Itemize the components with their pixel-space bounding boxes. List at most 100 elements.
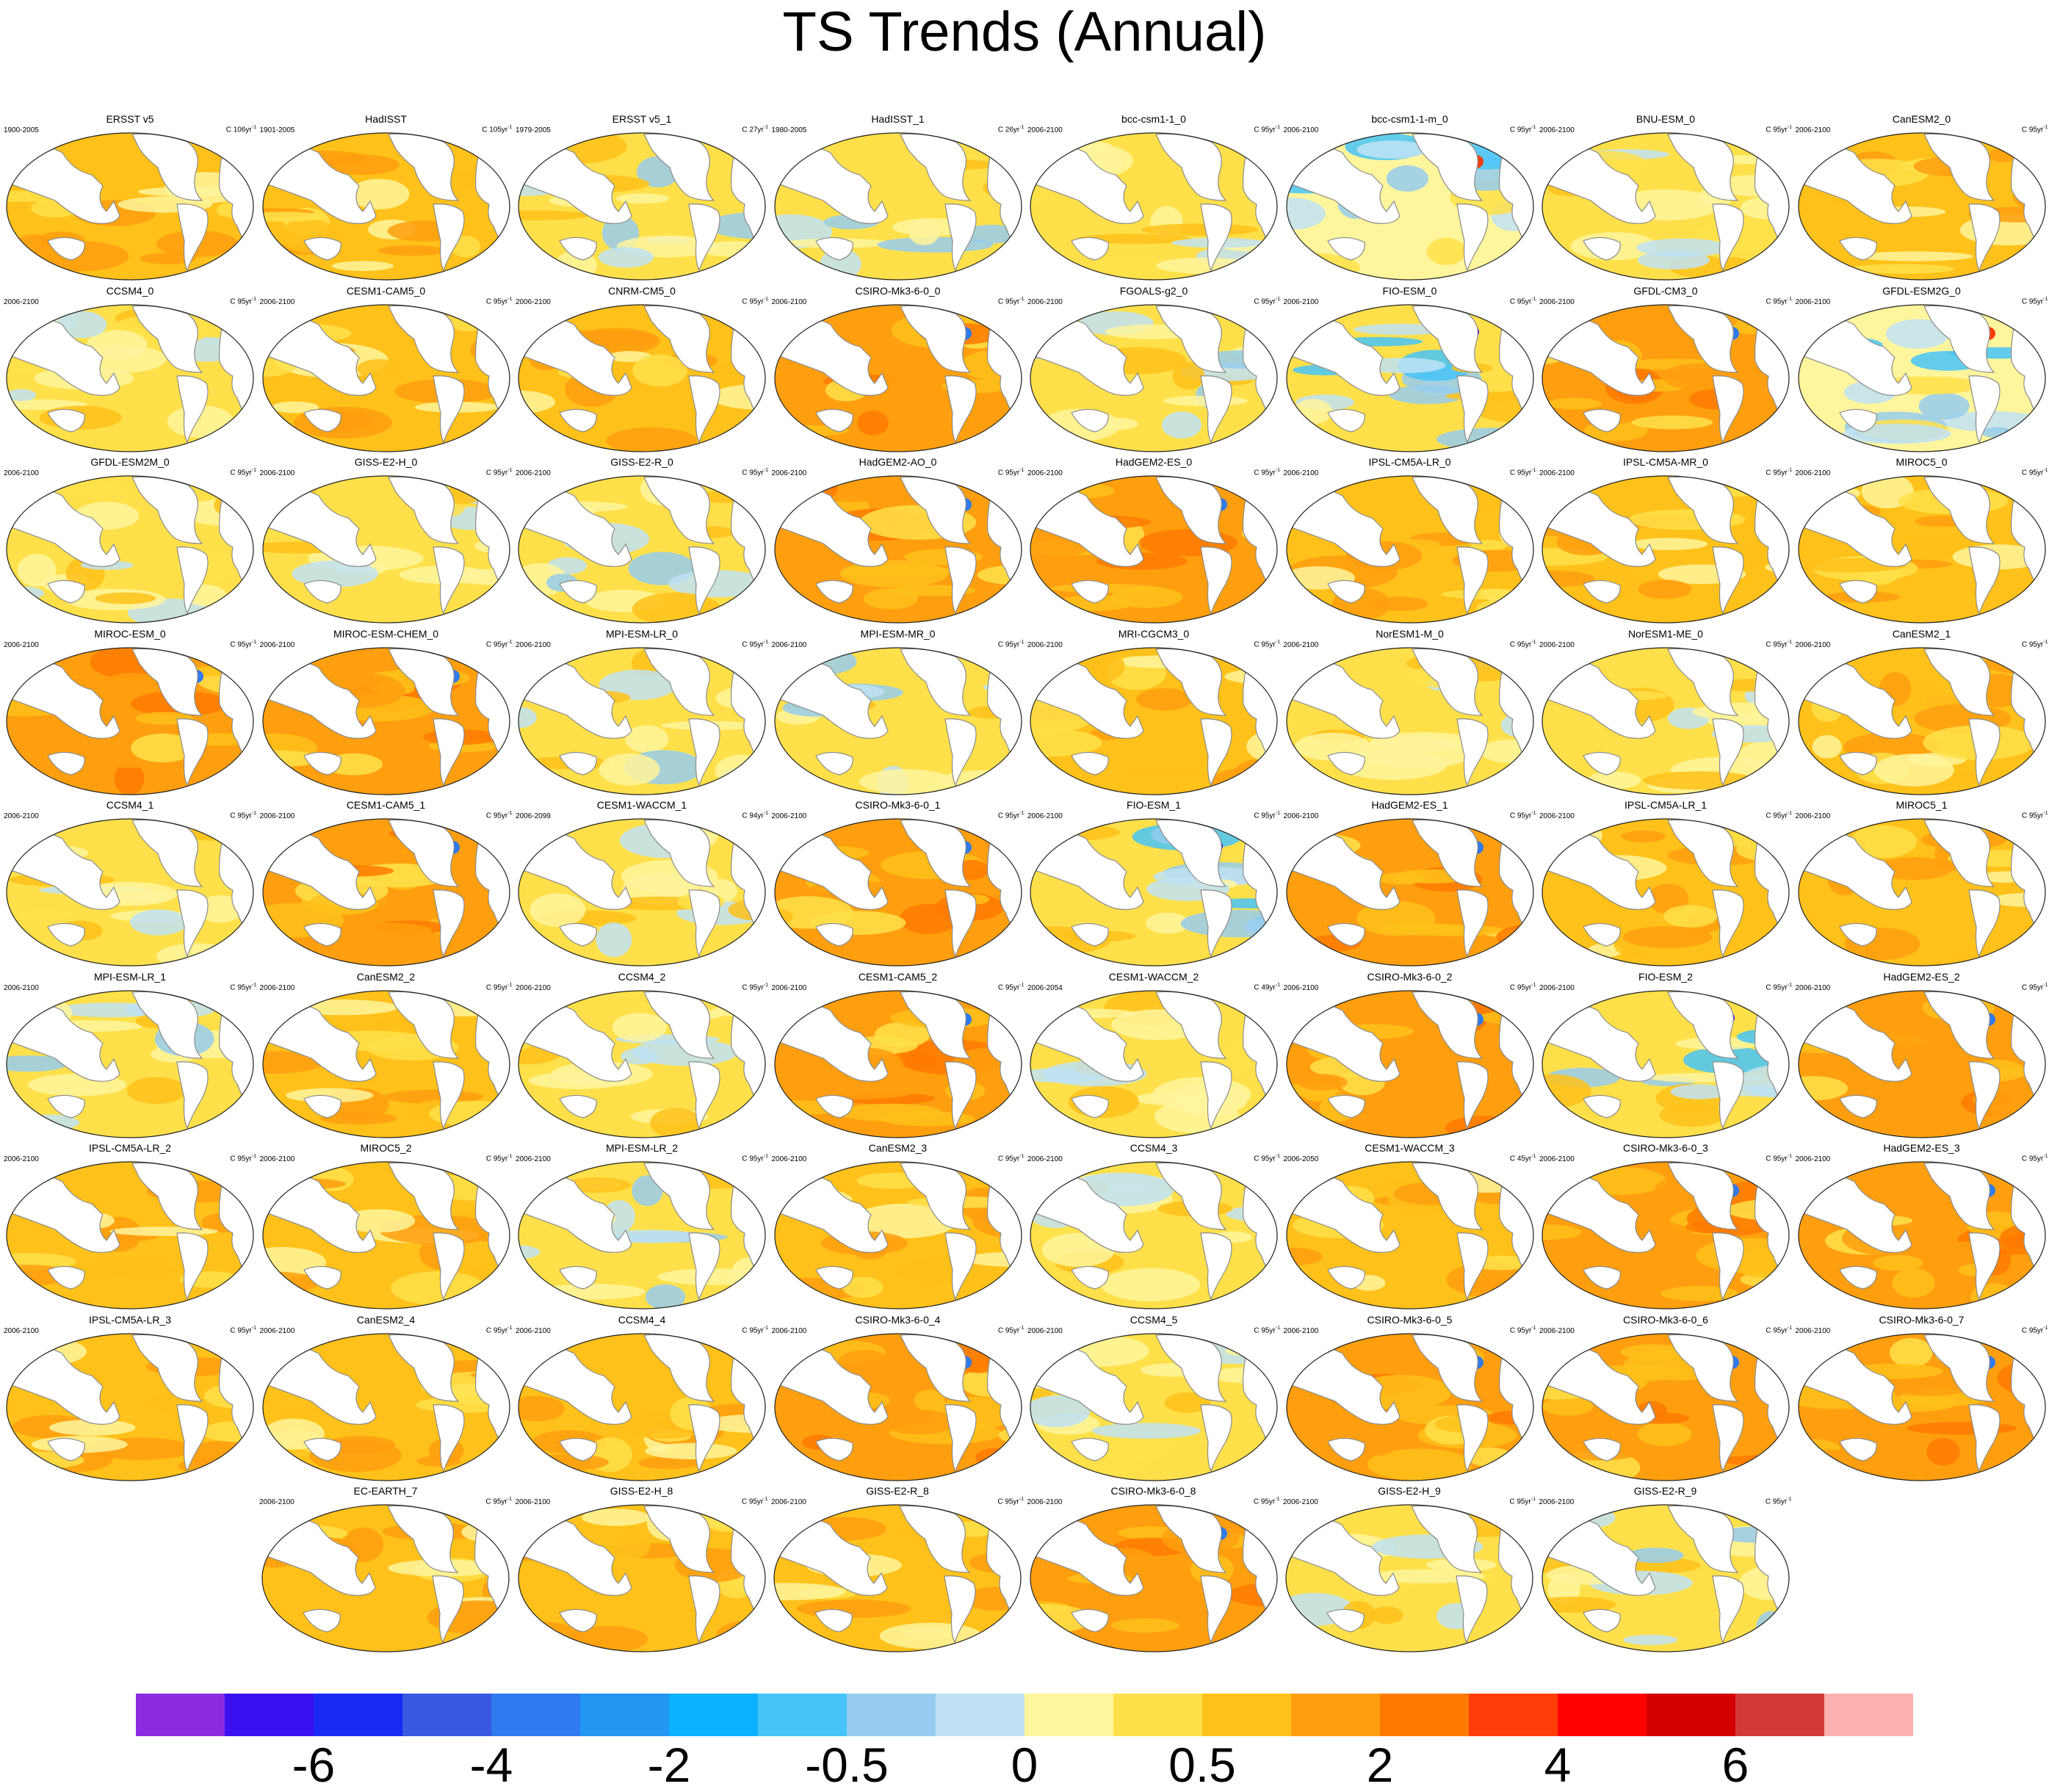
panel-units-exponent: -1 (1276, 811, 1280, 816)
map-globe (4, 303, 256, 454)
panel-units-exponent: -1 (252, 297, 256, 302)
trend-patch (18, 554, 57, 587)
panel-title: HadGEM2-ES_1 (1282, 799, 1538, 811)
trend-patch (599, 247, 654, 267)
map-globe (1027, 817, 1280, 968)
trend-patch (1638, 251, 1710, 270)
colorbar-swatch (1202, 1694, 1292, 1736)
map-globe (4, 1332, 256, 1483)
panel-units-exponent: -1 (1531, 125, 1536, 130)
panel-units-exponent: -1 (507, 811, 512, 816)
map-globe (771, 1503, 1024, 1654)
map-globe (1539, 131, 1792, 282)
panel-units-exponent: -1 (2043, 1326, 2048, 1331)
panel-title: GFDL-ESM2M_0 (2, 456, 258, 468)
trend-patch (260, 991, 287, 1017)
trend-patch (994, 142, 1024, 162)
panel-units-exponent: -1 (1275, 1497, 1279, 1502)
ocean-field (260, 303, 513, 454)
panel-title: IPSL-CM5A-LR_3 (2, 1314, 258, 1326)
trend-patch (1874, 754, 1954, 786)
panel-units-exponent: -1 (764, 125, 768, 130)
panel-units-exponent: -1 (252, 1154, 256, 1159)
panel-title: MIROC5_0 (1794, 456, 2049, 468)
map-globe (1027, 1160, 1280, 1311)
panel-title: CSIRO-Mk3-6-0_3 (1538, 1142, 1793, 1154)
panel-title: GFDL-ESM2G_0 (1794, 285, 2049, 297)
trend-patch (4, 1285, 43, 1301)
panel-units-exponent: -1 (1019, 640, 1024, 645)
colorbar-swatch (402, 1694, 492, 1736)
panel-units-exponent: -1 (2043, 811, 2048, 816)
panel-units-exponent: -1 (1019, 983, 1024, 988)
panel-title: CSIRO-Mk3-6-0_2 (1282, 971, 1538, 983)
trend-patch (863, 588, 917, 610)
trend-patch (1141, 223, 1258, 236)
trend-patch (8, 909, 75, 920)
panel-units-exponent: -1 (1531, 811, 1536, 816)
colorbar-swatch (1024, 1694, 1114, 1736)
trend-patch (715, 754, 768, 786)
panel-units-exponent: -1 (1019, 1154, 1024, 1159)
trend-patch (1504, 1627, 1536, 1648)
panel-title: GISS-E2-R_8 (770, 1485, 1025, 1497)
map-globe (1027, 989, 1280, 1140)
colorbar-swatch (1735, 1694, 1825, 1736)
trend-patch (726, 831, 768, 842)
panel-title: GISS-E2-H_0 (259, 456, 514, 468)
trend-patch (1445, 1116, 1521, 1140)
trend-patch (1906, 1422, 2016, 1435)
panel-units-exponent: -1 (2043, 640, 2048, 645)
panel-units-exponent: -1 (1019, 297, 1024, 302)
trend-patch (1371, 1606, 1403, 1624)
trend-patch (650, 1108, 702, 1138)
panel-units-exponent: -1 (1531, 1326, 1536, 1331)
panel-units-exponent: -1 (1276, 297, 1280, 302)
panel-units-exponent: -1 (1276, 468, 1280, 473)
panel-units-exponent: -1 (764, 640, 768, 645)
trend-patch (599, 753, 660, 785)
trend-patch (772, 820, 804, 850)
panel-units-exponent: -1 (1788, 297, 1792, 302)
panel-units-exponent: -1 (252, 125, 256, 130)
panel-units-exponent: -1 (1531, 297, 1536, 302)
panel-title: CESM1-CAM5_1 (259, 799, 514, 811)
panel-title: HadGEM2-ES_2 (1794, 971, 2049, 983)
panel-title: GISS-E2-R_9 (1538, 1485, 1793, 1497)
trend-patch (1659, 1103, 1725, 1127)
map-globe (1284, 989, 1536, 1140)
trend-patch (1101, 1268, 1200, 1301)
panel-title: CSIRO-Mk3-6-0_8 (1026, 1485, 1282, 1497)
trend-patch (1926, 1437, 1959, 1465)
panel-title: MIROC5_1 (1794, 799, 2049, 811)
panel-title: CanESM2_2 (259, 971, 514, 983)
ocean-field (772, 131, 1024, 282)
panel-units-exponent: -1 (252, 811, 256, 816)
map-globe (1539, 1332, 1792, 1483)
map-globe (516, 989, 768, 1140)
map-globe (772, 817, 1024, 968)
colorbar-swatch (1647, 1694, 1736, 1736)
panel-title: BNU-ESM_0 (1538, 113, 1793, 125)
trend-patch (1849, 264, 1954, 274)
panel-units-exponent: -1 (507, 1326, 512, 1331)
map-globe (516, 131, 768, 282)
panel-units-exponent: -1 (1788, 1326, 1792, 1331)
